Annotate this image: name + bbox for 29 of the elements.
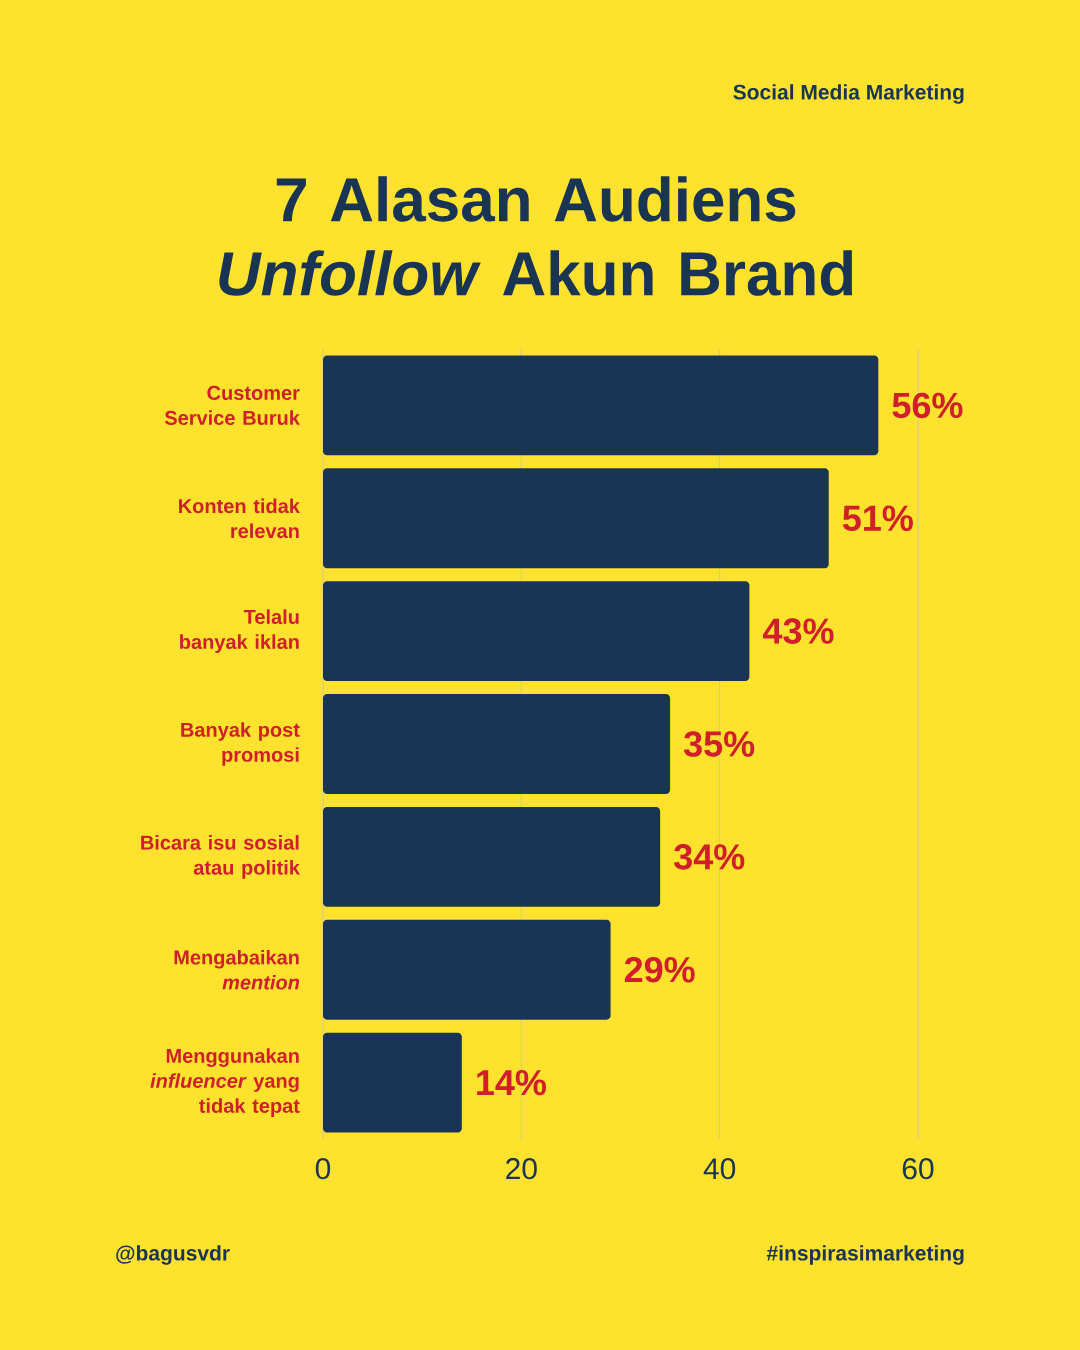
y-tick-label: Konten tidak relevan [179,498,300,539]
data-label: 29% [624,956,695,983]
y-tick-label: Bicara isu sosial atau politik [141,835,300,879]
data-label: 14% [477,1069,546,1096]
data-label: 35% [683,731,755,757]
x-tick-label: 60 [902,1158,934,1180]
y-tick-label: Mengabaikan mention [174,949,300,990]
data-label: 43% [763,618,834,644]
y-tick-label: Banyak post promosi [181,722,300,766]
y-tick-label: Menggunakan influencer yang tidak tepat [150,1048,300,1117]
x-tick-label: 20 [506,1158,537,1180]
bar [323,581,750,682]
text: #inspirasimarketing [766,1245,964,1265]
text: @bagusvdr [116,1245,230,1265]
data-label: 34% [674,844,745,870]
data-label: 56% [892,392,963,419]
bar [323,694,671,794]
bar [323,919,611,1020]
y-tick-label: Telalu banyak iklan [180,609,299,653]
bar [323,1032,462,1133]
bar [323,806,661,907]
bar [323,468,829,569]
data-label: 51% [842,505,913,531]
x-tick-label: 40 [703,1158,736,1180]
chart-subtitle: Social Media Marketing [733,84,964,104]
x-tick-label: 0 [315,1158,331,1180]
bar [323,355,879,456]
y-tick-label: Customer Service Buruk [164,385,300,425]
chart-title: 7 Alasan Audiens Unfollow Akun Brand [219,176,853,296]
